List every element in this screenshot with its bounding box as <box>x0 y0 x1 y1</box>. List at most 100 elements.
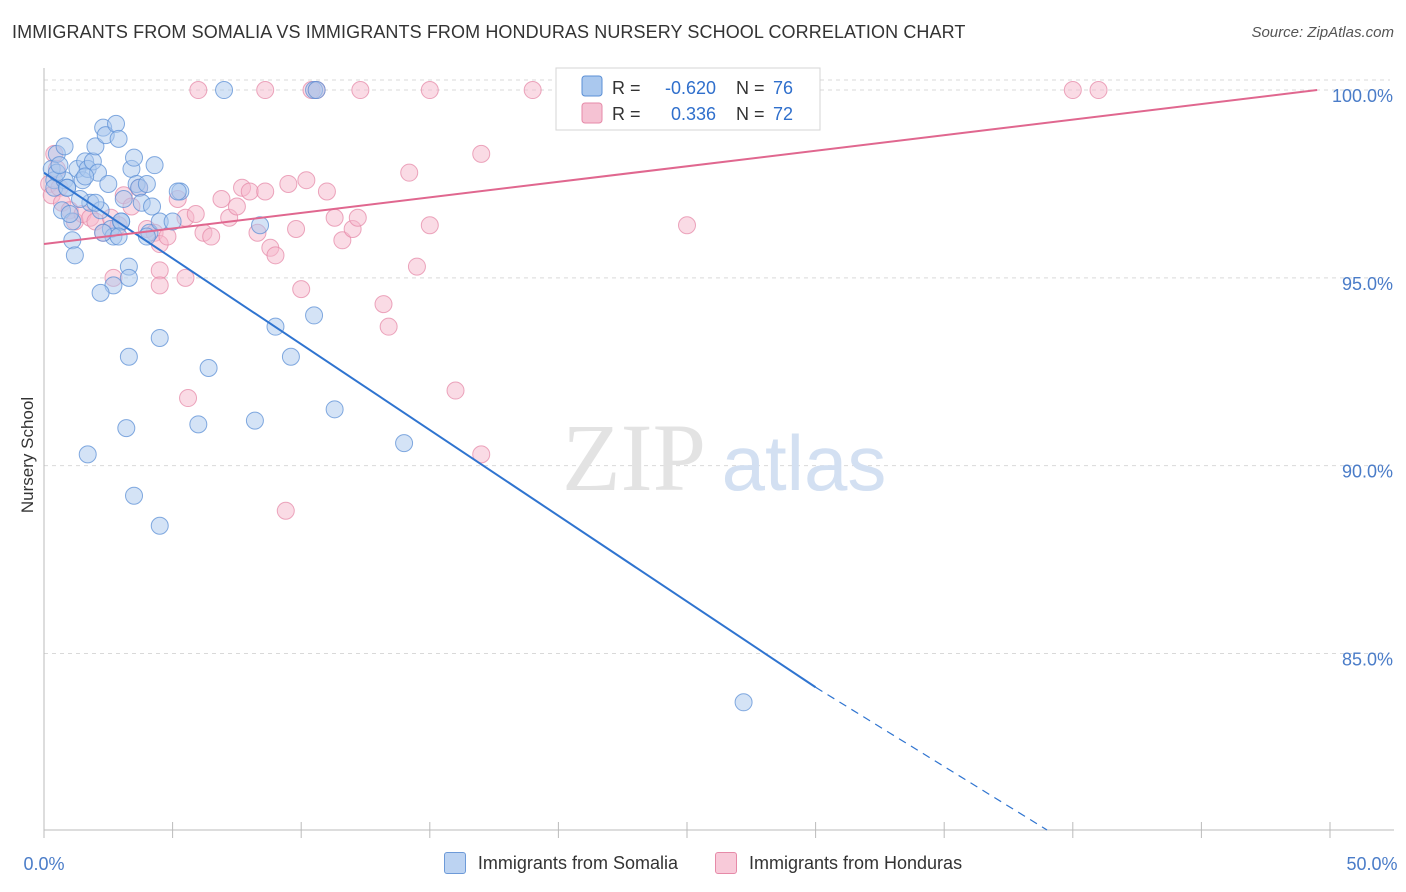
point-somalia <box>281 347 300 366</box>
point-honduras <box>292 280 311 299</box>
point-honduras <box>256 182 275 201</box>
point-honduras <box>420 216 439 235</box>
point-somalia <box>109 129 128 148</box>
point-somalia <box>251 216 270 235</box>
point-honduras <box>407 257 426 276</box>
point-honduras <box>186 205 205 223</box>
point-honduras <box>446 381 465 400</box>
point-honduras <box>287 220 306 239</box>
point-honduras <box>400 163 419 182</box>
point-somalia <box>150 516 169 535</box>
legend-n-value-somalia: 76 <box>773 78 793 98</box>
point-honduras <box>379 317 398 336</box>
watermark: ZIP atlas <box>562 404 886 511</box>
trend-line-somalia <box>43 171 817 689</box>
point-somalia <box>119 347 138 366</box>
tick-labels: 85.0% 90.0% 95.0% 100.0% 0.0% 50.0% <box>23 86 1397 874</box>
legend-item-somalia: Immigrants from Somalia <box>443 852 678 874</box>
point-somalia <box>50 156 69 175</box>
legend-swatch-honduras <box>715 852 737 874</box>
point-somalia <box>734 693 753 712</box>
y-tick-label: 100.0% <box>1332 86 1393 106</box>
trend-line-honduras <box>43 89 1318 246</box>
point-honduras <box>240 182 259 201</box>
point-somalia <box>119 268 138 287</box>
y-tick-label: 85.0% <box>1342 649 1393 669</box>
point-somalia <box>55 137 74 156</box>
y-tick-label: 90.0% <box>1342 462 1393 482</box>
point-honduras <box>266 246 285 265</box>
x-tick-label: 50.0% <box>1346 854 1397 874</box>
point-honduras <box>523 81 542 100</box>
point-honduras <box>333 231 352 250</box>
point-somalia <box>94 223 113 242</box>
point-honduras <box>420 81 439 100</box>
point-somalia <box>145 156 164 175</box>
point-somalia <box>86 193 105 212</box>
point-honduras <box>227 197 246 216</box>
point-honduras <box>279 174 298 193</box>
point-somalia <box>76 167 95 186</box>
point-honduras <box>150 261 169 280</box>
legend-label-honduras: Immigrants from Honduras <box>749 852 963 873</box>
point-somalia <box>189 415 208 434</box>
point-honduras <box>1089 81 1108 100</box>
point-somalia <box>117 419 136 438</box>
point-somalia <box>137 174 156 193</box>
point-honduras <box>202 227 221 246</box>
point-honduras <box>150 276 169 295</box>
legend-r-value-honduras: 0.336 <box>671 104 716 124</box>
point-somalia <box>305 306 324 325</box>
watermark-zip: ZIP <box>562 404 706 511</box>
x-tick-label: 0.0% <box>23 854 64 874</box>
point-honduras <box>374 295 393 314</box>
point-honduras <box>678 216 696 235</box>
legend-box: R = -0.620 N = 76 R = 0.336 N = 72 <box>555 67 821 131</box>
point-somalia <box>245 411 264 430</box>
legend-label-somalia: Immigrants from Somalia <box>477 852 678 873</box>
point-honduras <box>256 81 275 100</box>
point-honduras <box>472 144 491 163</box>
point-honduras <box>276 501 295 520</box>
point-honduras <box>176 268 195 287</box>
point-somalia <box>60 205 79 223</box>
point-somalia <box>215 81 234 100</box>
legend-r-label: R = <box>612 104 641 124</box>
point-honduras <box>179 389 198 408</box>
legend-n-label: N = <box>736 104 765 124</box>
bottom-legend: Immigrants from Somalia Immigrants from … <box>0 852 1406 879</box>
trend-lines <box>43 89 1318 831</box>
legend-n-value-honduras: 72 <box>773 104 793 124</box>
point-somalia <box>65 246 84 265</box>
point-somalia <box>91 283 110 302</box>
legend-swatch-honduras <box>581 102 603 124</box>
legend-swatch-somalia <box>443 852 466 874</box>
point-honduras <box>212 189 231 208</box>
point-somalia <box>114 189 133 208</box>
point-honduras <box>297 171 316 190</box>
point-honduras <box>1063 81 1082 100</box>
watermark-atlas: atlas <box>722 419 887 507</box>
point-somalia <box>125 148 144 167</box>
point-somalia <box>107 114 126 133</box>
point-somalia <box>307 81 326 100</box>
legend-r-label: R = <box>612 78 641 98</box>
grid-lines <box>44 79 1390 654</box>
point-somalia <box>143 197 162 216</box>
point-honduras <box>317 182 336 201</box>
point-honduras <box>348 208 367 227</box>
point-somalia <box>199 359 218 377</box>
point-somalia <box>163 212 182 231</box>
point-honduras <box>325 208 344 227</box>
point-honduras <box>472 445 491 464</box>
legend-r-value-somalia: -0.620 <box>665 78 716 98</box>
y-tick-label: 95.0% <box>1342 274 1393 294</box>
point-somalia <box>125 486 144 505</box>
data-points <box>40 81 1108 712</box>
legend-n-label: N = <box>736 78 765 98</box>
source-label: Source: ZipAtlas.com <box>1251 24 1394 41</box>
chart-title: IMMIGRANTS FROM SOMALIA VS IMMIGRANTS FR… <box>12 22 966 42</box>
point-honduras <box>351 81 370 100</box>
trend-line-somalia-extension <box>815 686 1048 831</box>
